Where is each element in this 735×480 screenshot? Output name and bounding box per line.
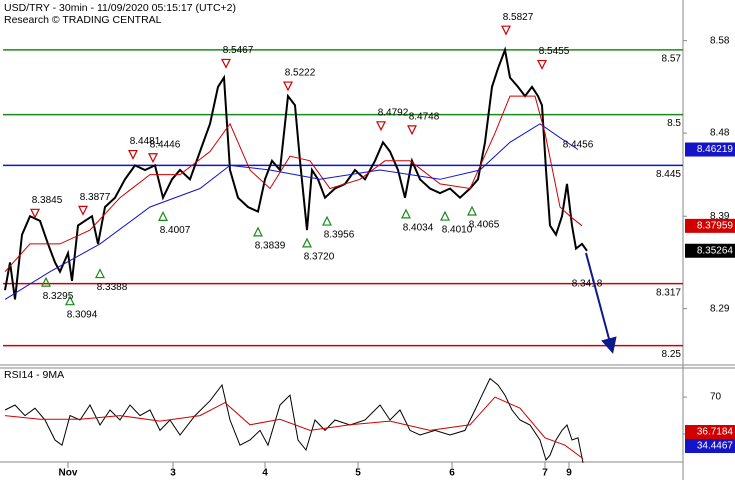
annotation-label: 8.4446 [150,139,181,150]
series-line [4,377,584,463]
chart-title: USD/TRY - 30min - 11/09/2020 05:15:17 (U… [4,2,236,14]
panel-title: RSI14 - 9MA [4,369,64,381]
high-marker [501,25,511,36]
last-value-box [685,218,735,233]
y-tick-label: 8.39 [710,211,730,222]
last-value-box [685,243,735,258]
annotation-label: 8.4481 [130,136,161,147]
series-line [4,123,579,300]
x-tick-label: 4 [262,468,268,479]
annotation-label: 8.3388 [97,282,128,293]
annotation-label: 8.4010 [442,225,473,236]
level-label: 8.5 [667,118,681,129]
low-marker [440,210,450,221]
low-marker [95,268,105,279]
forecast-arrow [585,252,617,354]
annotation-label: 8.3418 [572,278,603,289]
level-label: 8.25 [662,349,682,360]
annotation-label: 8.4034 [403,222,434,233]
annotation-label: 8.3839 [255,241,286,252]
low-marker [322,215,332,226]
low-marker [302,237,312,248]
y-tick-label: 8.48 [710,128,730,139]
annotation-label: 8.4065 [469,220,500,231]
annotation-label: 8.3720 [304,252,335,263]
series-line [4,396,584,460]
last-value-box [685,425,735,439]
annotation-label: 8.5222 [285,68,316,79]
annotation-label: 8.3845 [32,195,63,206]
high-marker [283,81,293,92]
x-tick-label: Nov [59,468,78,479]
x-tick-label: 7 [542,468,548,479]
x-tick-label: 3 [170,468,176,479]
annotation-label: 8.5467 [223,45,254,56]
high-marker [221,58,231,69]
annotation-label: 8.3956 [324,230,355,241]
last-value-box [685,142,735,157]
x-tick-label: 9 [566,468,572,479]
high-marker [407,125,417,136]
last-value-label: 8.35264 [697,245,734,256]
low-marker [41,276,51,287]
high-marker [376,121,386,132]
y-tick-label: 8.58 [710,35,730,46]
annotation-label: 8.4792 [378,107,409,118]
x-tick-label: 6 [449,468,455,479]
level-label: 8.445 [656,169,681,180]
annotation-label: 8.4007 [160,225,191,236]
low-marker [401,208,411,219]
y-tick-label: 70 [710,392,722,403]
annotation-label: 8.4456 [563,139,594,150]
last-value-label: 8.37959 [697,220,734,231]
high-marker [128,149,138,160]
annotation-label: 8.3295 [43,291,74,302]
chart-subtitle: Research © TRADING CENTRAL [4,14,162,26]
x-tick-label: 5 [355,468,361,479]
level-label: 8.57 [662,54,682,65]
annotation-label: 8.5827 [503,12,534,23]
level-label: 8.317 [656,287,681,298]
last-value-label: 34.4467 [697,441,734,452]
last-value-box [685,439,735,453]
high-marker [537,59,547,70]
annotation-label: 8.5455 [539,46,570,57]
low-marker [158,210,168,221]
low-marker [253,226,263,237]
y-tick-label: 8.29 [710,303,730,314]
annotation-label: 8.3877 [80,192,111,203]
last-value-label: 36.7184 [697,427,734,438]
high-marker [148,153,158,164]
last-value-label: 8.46219 [697,144,734,155]
annotation-label: 8.3094 [67,309,98,320]
low-marker [65,295,75,306]
series-line [4,95,583,273]
low-marker [467,205,477,216]
series-line [4,46,588,300]
high-marker [78,205,88,216]
high-marker [30,208,40,219]
annotation-label: 8.4748 [409,112,440,123]
